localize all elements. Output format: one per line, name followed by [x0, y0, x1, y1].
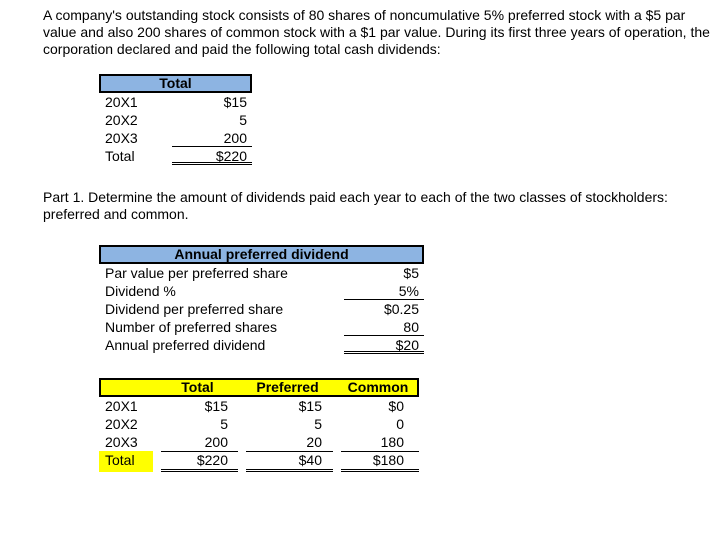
- row-value: $15: [223, 94, 247, 110]
- cell-total: $15: [204, 398, 228, 414]
- cell-common: $0: [388, 398, 404, 414]
- cell-preferred: $15: [298, 398, 322, 414]
- table-row: 20X2 5 5 0: [99, 415, 419, 433]
- cell-common: $180: [341, 451, 419, 472]
- annual-preferred-dividend-header: Annual preferred dividend: [99, 245, 424, 264]
- cell-preferred: 5: [314, 416, 322, 432]
- cell-common: 0: [396, 416, 404, 432]
- row-value: 5%: [344, 282, 424, 300]
- row-label-highlighted: Total: [99, 451, 153, 472]
- header-cell-total: Total: [181, 379, 214, 395]
- intro-paragraph: A company's outstanding stock consists o…: [43, 7, 710, 57]
- cell-total: 200: [161, 433, 238, 452]
- table-row: 20X2 5: [99, 111, 252, 129]
- table-row: 20X3 200 20 180: [99, 433, 419, 452]
- table-row-total: Total $220 $40 $180: [99, 451, 419, 472]
- row-label: Annual preferred dividend: [105, 337, 266, 353]
- row-label: Dividend per preferred share: [105, 301, 284, 317]
- table-row: Dividend % 5%: [99, 282, 424, 300]
- row-label: 20X3: [105, 434, 138, 450]
- annual-preferred-dividend-table: Annual preferred dividend Par value per …: [99, 245, 424, 354]
- row-label: 20X1: [105, 398, 138, 414]
- table-row: Dividend per preferred share $0.25: [99, 300, 424, 318]
- cell-total: $220: [161, 451, 238, 472]
- total-dividends-table: Total 20X1 $15 20X2 5 20X3 200 Total $22…: [99, 74, 252, 165]
- cell-preferred: 20: [246, 433, 333, 452]
- row-label: Number of preferred shares: [105, 319, 277, 335]
- table-row: 20X1 $15: [99, 93, 252, 111]
- row-value: $0.25: [383, 301, 419, 317]
- row-value: 200: [172, 129, 252, 147]
- part1-instructions: Part 1. Determine the amount of dividend…: [43, 189, 668, 222]
- table-row: Par value per preferred share $5: [99, 264, 424, 282]
- header-cell-preferred: Preferred: [256, 379, 319, 395]
- row-value: $220: [172, 147, 252, 165]
- cell-preferred: $40: [246, 451, 333, 472]
- table-row: 20X3 200: [99, 129, 252, 147]
- row-label: Dividend %: [105, 283, 176, 299]
- table-row: Number of preferred shares 80: [99, 318, 424, 336]
- row-label: 20X2: [105, 112, 138, 128]
- row-label: Total: [105, 148, 135, 164]
- table-row: 20X1 $15 $15 $0: [99, 397, 419, 415]
- row-value: $20: [344, 336, 424, 354]
- row-label: 20X2: [105, 416, 138, 432]
- cell-total: 5: [220, 416, 228, 432]
- table-row-total: Total $220: [99, 147, 252, 165]
- cell-common: 180: [341, 433, 419, 452]
- total-dividends-table-header: Total: [99, 74, 252, 93]
- dividend-allocation-header-row: Total Preferred Common: [99, 378, 419, 397]
- row-value: 80: [344, 318, 424, 336]
- header-cell-common: Common: [347, 379, 409, 395]
- table-row-total: Annual preferred dividend $20: [99, 336, 424, 354]
- row-label: 20X3: [105, 130, 138, 146]
- row-label: Par value per preferred share: [105, 265, 288, 281]
- row-label: 20X1: [105, 94, 138, 110]
- header-cell-empty: [101, 380, 155, 395]
- dividend-allocation-table: Total Preferred Common 20X1 $15 $15 $0 2…: [99, 378, 419, 472]
- row-value: 5: [239, 112, 247, 128]
- row-value: $5: [403, 265, 419, 281]
